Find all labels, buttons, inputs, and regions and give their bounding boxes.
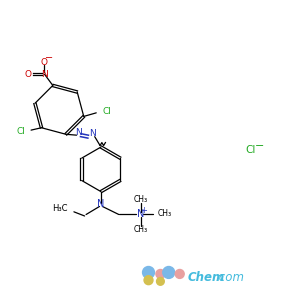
Text: Chem: Chem xyxy=(188,271,225,284)
Text: O: O xyxy=(41,58,48,67)
Text: N: N xyxy=(89,129,96,138)
Text: .com: .com xyxy=(215,271,244,284)
Text: H₃C: H₃C xyxy=(52,204,68,213)
Circle shape xyxy=(156,269,165,278)
Text: CH₃: CH₃ xyxy=(134,195,148,204)
Text: +: + xyxy=(141,206,148,215)
Text: N: N xyxy=(76,128,82,137)
Text: CH₃: CH₃ xyxy=(158,209,172,218)
Text: −: − xyxy=(255,141,264,152)
Text: Cl: Cl xyxy=(103,107,112,116)
Text: N: N xyxy=(41,70,48,79)
Circle shape xyxy=(157,278,164,285)
Circle shape xyxy=(175,269,184,278)
Text: Cl: Cl xyxy=(16,127,25,136)
Text: O: O xyxy=(25,70,32,79)
Circle shape xyxy=(144,276,153,285)
Text: N: N xyxy=(136,209,144,220)
Text: Cl: Cl xyxy=(245,145,256,155)
Text: −: − xyxy=(45,53,53,63)
Circle shape xyxy=(142,266,154,278)
Text: N: N xyxy=(97,199,105,209)
Text: CH₃: CH₃ xyxy=(134,226,148,235)
Circle shape xyxy=(163,266,175,278)
